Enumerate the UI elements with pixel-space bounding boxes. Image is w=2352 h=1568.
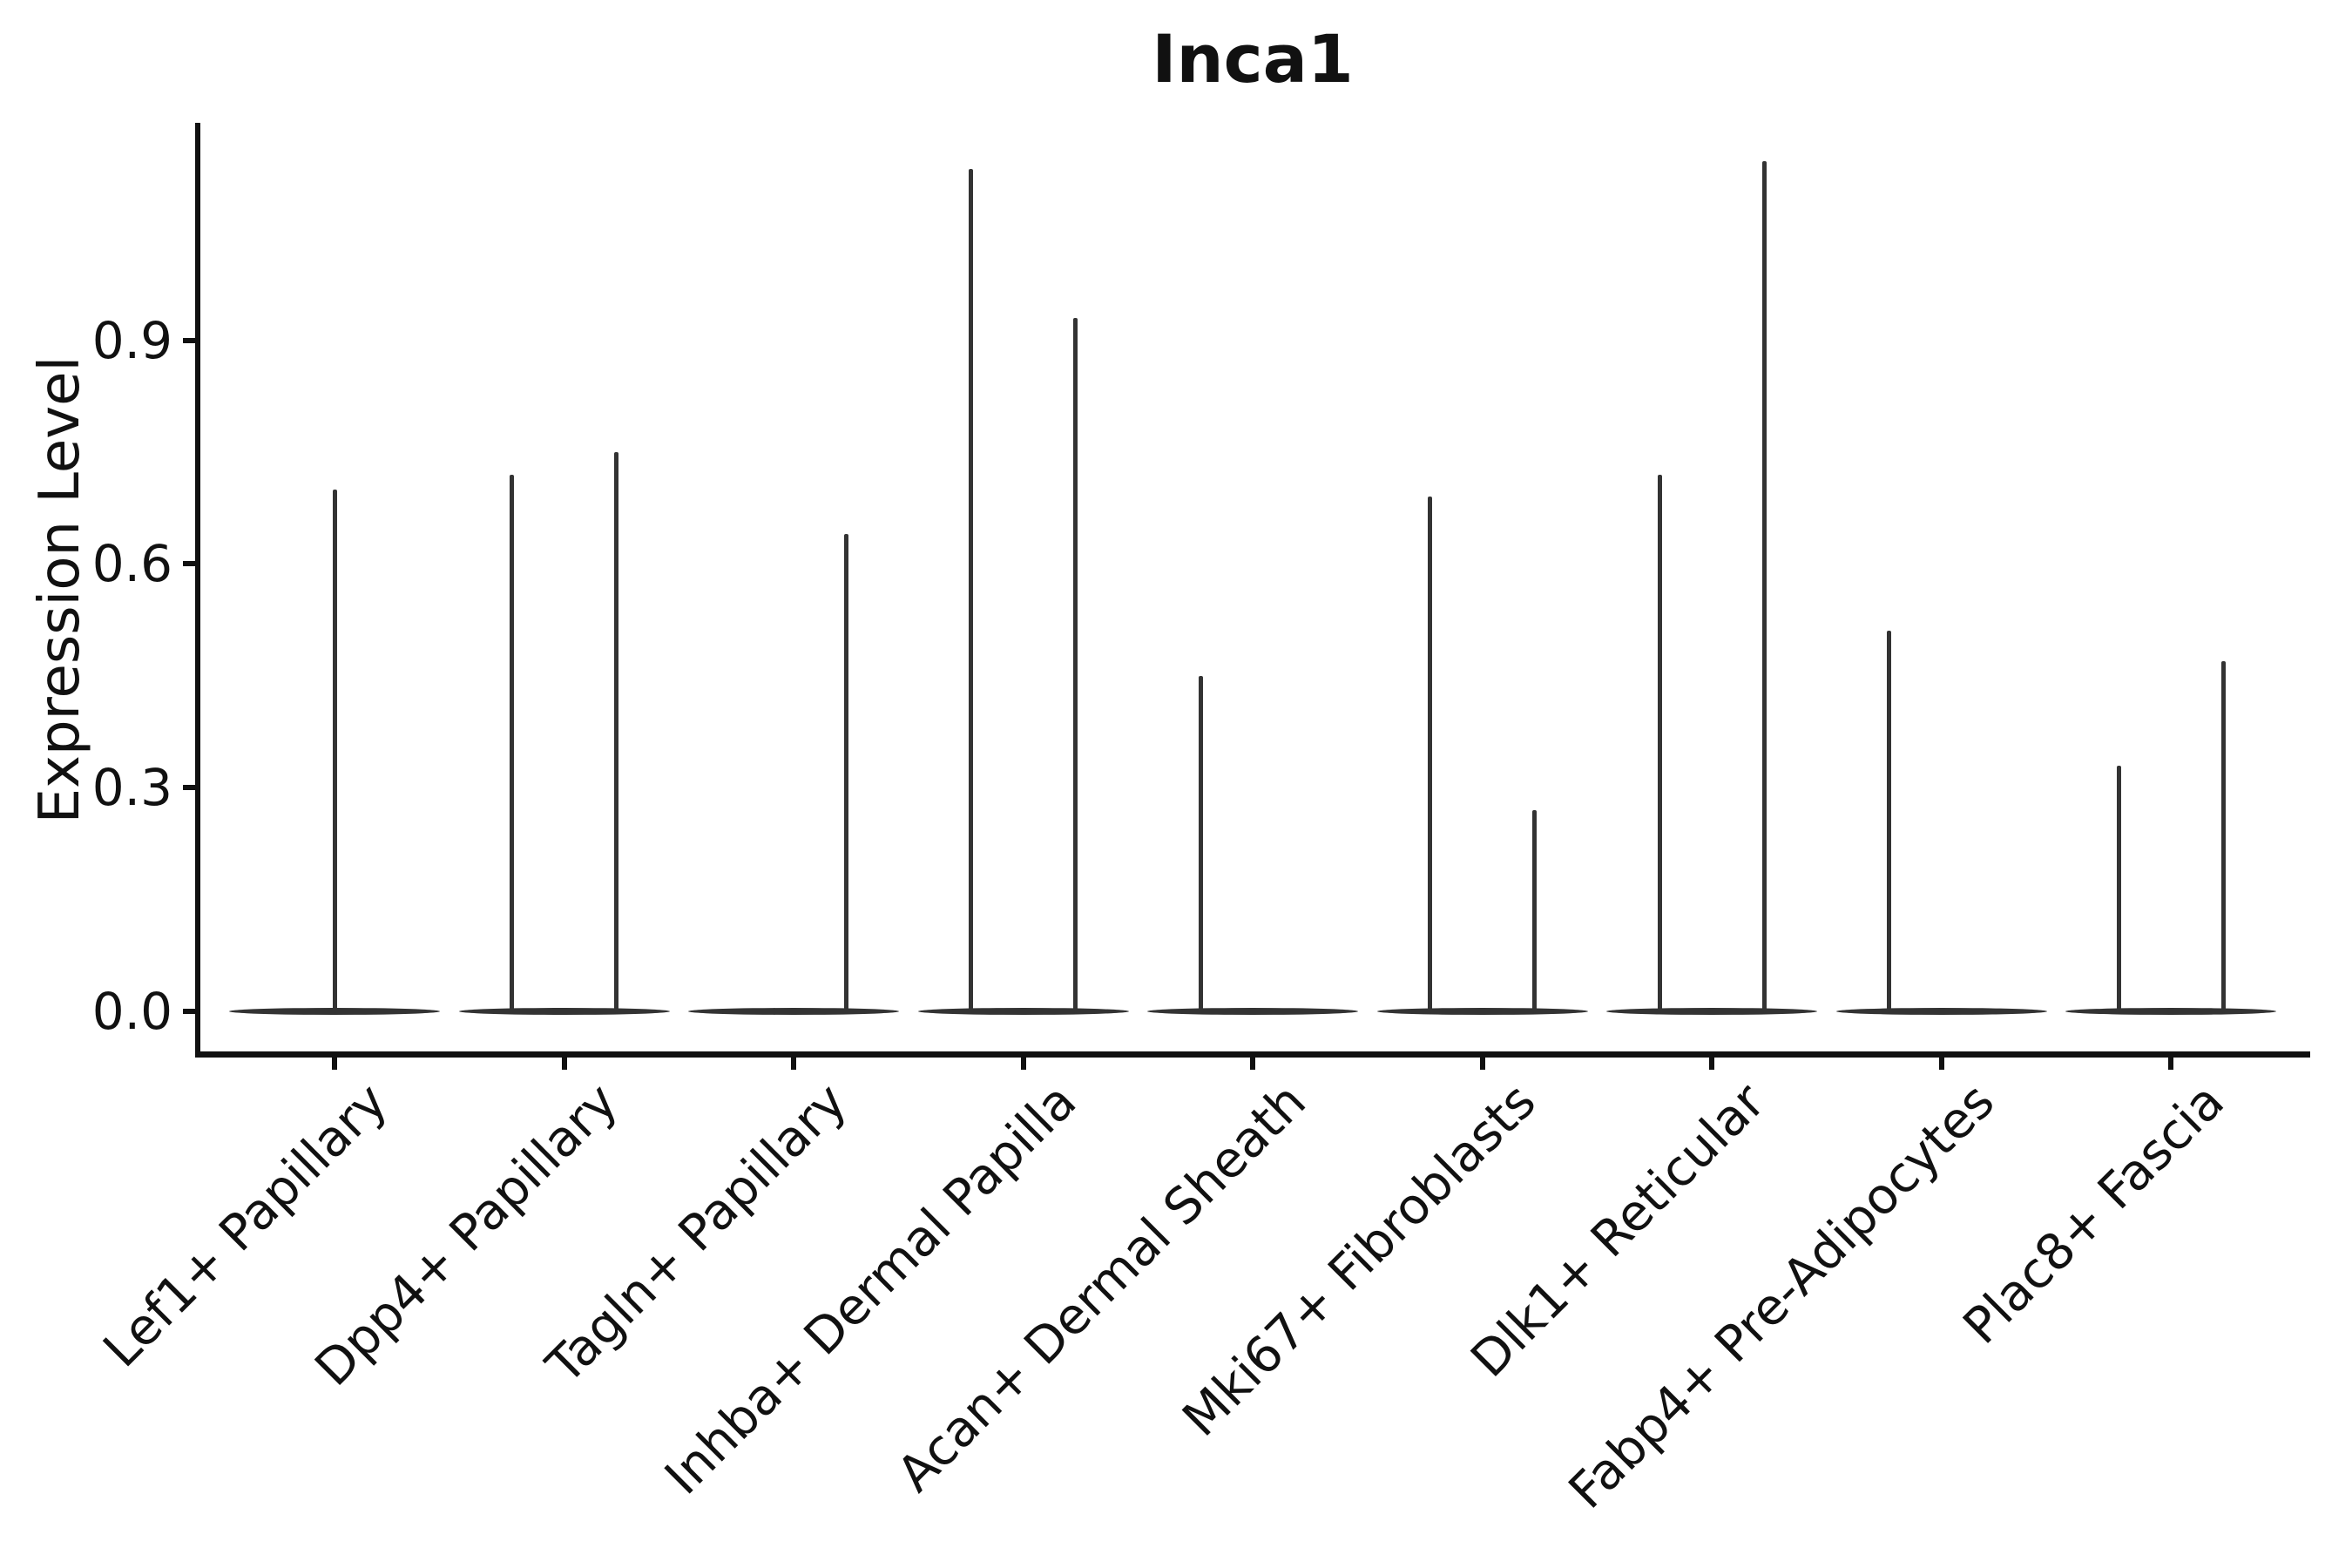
y-axis-label: Expression Level (28, 355, 92, 824)
violin-spike (614, 452, 618, 1013)
y-tick-label: 0.6 (91, 534, 172, 594)
violin-spike (1887, 631, 1891, 1013)
violin-spike (1657, 474, 1662, 1013)
y-tick-label: 0.3 (91, 758, 172, 818)
x-tick-mark (332, 1058, 337, 1070)
y-tick-mark (183, 337, 195, 343)
x-tick-label: Fabp4+ Pre-Adipocytes (1558, 1072, 2006, 1520)
violin-spike (1532, 809, 1537, 1013)
y-tick-mark (183, 1009, 195, 1014)
violin-base (1376, 1008, 1588, 1015)
violin-base (917, 1008, 1129, 1015)
violin-spike (1073, 317, 1078, 1013)
violin-base (458, 1008, 670, 1015)
x-tick-mark (2168, 1058, 2173, 1070)
x-tick-mark (791, 1058, 796, 1070)
x-tick-mark (1250, 1058, 1255, 1070)
x-tick-mark (1938, 1058, 1944, 1070)
y-tick-label: 0.9 (91, 310, 172, 370)
violin-spike (969, 168, 973, 1013)
violin-base (1147, 1008, 1358, 1015)
x-tick-label: Inhba+ Dermal Papilla (654, 1072, 1088, 1506)
violin-spike (2220, 660, 2226, 1013)
x-tick-mark (1479, 1058, 1485, 1070)
x-tick-mark (1020, 1058, 1026, 1070)
violin-spike (1198, 675, 1203, 1013)
y-axis-line (195, 123, 200, 1058)
chart-title: Inca1 (1152, 20, 1354, 98)
violin-spike (1428, 497, 1432, 1013)
violin-spike (2116, 765, 2121, 1013)
y-tick-mark (183, 785, 195, 791)
x-tick-label: Acan+ Dermal Sheath (886, 1072, 1317, 1504)
x-tick-mark (561, 1058, 567, 1070)
violin-base (1606, 1008, 1817, 1015)
violin-spike (510, 474, 514, 1013)
x-axis-line (195, 1051, 2310, 1058)
violin-spike (332, 489, 337, 1013)
violin-base (688, 1008, 899, 1015)
x-tick-mark (1709, 1058, 1714, 1070)
violin-spike (843, 534, 848, 1013)
violin-base (1835, 1008, 2047, 1015)
y-tick-mark (183, 561, 195, 567)
violin-spike (1761, 161, 1767, 1013)
violin-base (2065, 1008, 2276, 1015)
y-tick-label: 0.0 (91, 982, 172, 1041)
